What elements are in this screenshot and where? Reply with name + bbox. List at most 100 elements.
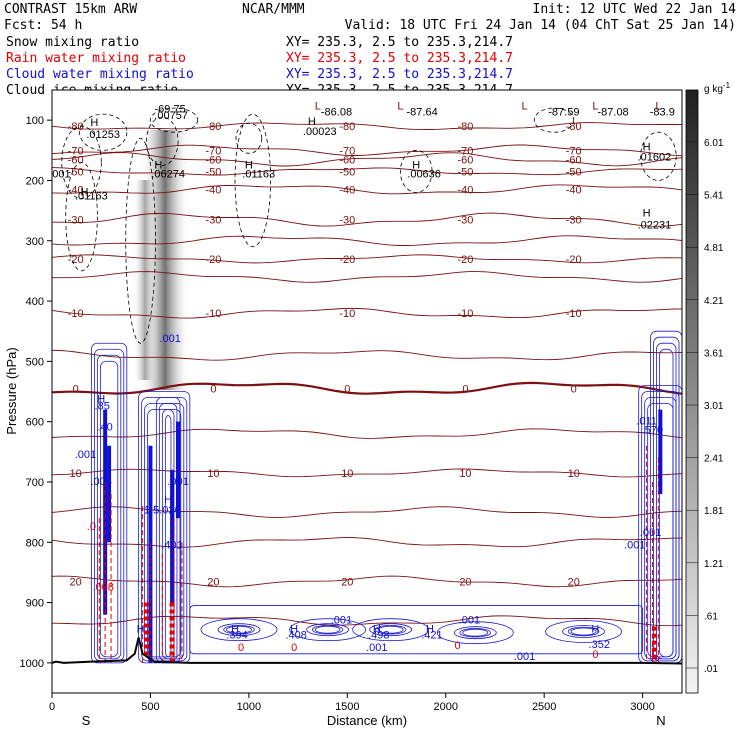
stratus-cell-contour (200, 618, 278, 642)
colorbar-label: 3.61 (704, 348, 724, 359)
x-tick-label: 1500 (335, 701, 359, 713)
extremum-label: -83.9 (650, 106, 675, 118)
field-xy-2: XY= 235.3, 2.5 to 235.3,214.7 (286, 67, 513, 82)
isotherm-line (52, 167, 682, 176)
stratus-cell-contour (377, 625, 404, 634)
extremum-label: H (412, 159, 420, 171)
isotherm-label: -30 (566, 215, 582, 227)
cloud-water-contour (653, 336, 680, 662)
cloud-ice-contour (125, 137, 156, 344)
isotherm-label: -80 (457, 121, 473, 133)
y-tick-label: 200 (26, 175, 44, 187)
stratus-cell-contour (453, 626, 497, 640)
low-marker: L (655, 100, 661, 112)
isotherm-label: 0 (571, 383, 577, 395)
cloud-water-contour (90, 342, 128, 664)
isotherm-line (52, 144, 682, 157)
extremum-label: .570 (642, 425, 663, 437)
fields-legend: Snow mixing ratio XY= 235.3, 2.5 to 235.3… (6, 35, 513, 98)
isotherm-line (52, 349, 682, 361)
cloud-water-contour (99, 360, 119, 658)
isotherm-label: -30 (457, 215, 473, 227)
cloud-water-contours (90, 330, 682, 664)
colorbar-label: 6.01 (704, 138, 724, 149)
extremum-label: .394 (226, 630, 247, 642)
extremum-label: .001 (331, 615, 352, 627)
extrema-labels: H.01253-69.75.00757H.06274H.01163H.00023… (52, 100, 675, 663)
isotherm-label: 0 (210, 383, 216, 395)
valid-time: Valid: 18 UTC Fri 24 Jan 14 (04 ChT Sat … (345, 18, 736, 33)
isotherm-label: -60 (566, 154, 582, 166)
extremum-label: .408 (285, 630, 306, 642)
cloud-ice-contour (640, 131, 677, 181)
cloud-water-contour (96, 354, 122, 660)
isotherm-label: -70 (68, 145, 84, 157)
extremum-label: -87.59 (548, 106, 579, 118)
isotherm-label: -40 (205, 184, 221, 196)
extremum-label: .01163 (242, 168, 275, 180)
field-xy-0: XY= 235.3, 2.5 to 235.3,214.7 (286, 35, 513, 50)
isotherm-line (52, 615, 682, 627)
plot-frame (51, 89, 683, 694)
isotherm-label: 10 (568, 468, 580, 480)
extremum-label: -69.75 (155, 103, 186, 115)
isotherm-line (52, 254, 682, 264)
isotherm-line (52, 506, 682, 518)
cloud-ice-contour (235, 122, 263, 154)
isotherm-label: -60 (457, 154, 473, 166)
isotherm-label: -20 (566, 254, 582, 266)
extremum-label: H (373, 624, 381, 636)
low-marker: L (397, 100, 403, 112)
isotherm-label: -40 (566, 184, 582, 196)
isotherm-label: -60 (68, 154, 84, 166)
model-title: CONTRAST 15km ARW (4, 2, 137, 17)
extremum-label: H (290, 624, 298, 636)
extremum-label: .011 (636, 416, 657, 428)
isotherm-label: -10 (205, 308, 221, 320)
extremum-label: .498 (368, 630, 389, 642)
extremum-label: .001 (624, 539, 645, 551)
extremum-label: H (81, 187, 89, 199)
extremum-label: .001 (159, 333, 180, 345)
extremum-label: .001 (167, 476, 188, 488)
extremum-label: H (245, 159, 253, 171)
y-tick-label: 700 (26, 477, 44, 489)
extremum-label: .01602 (638, 152, 672, 164)
stratus-cell-contour (369, 623, 413, 637)
isotherm-label: -50 (339, 166, 355, 178)
isotherm-label: -20 (205, 254, 221, 266)
isotherm-line (52, 152, 682, 167)
org-title: NCAR/MMM (242, 2, 305, 17)
extremum-label: .00636 (407, 168, 441, 180)
isotherm-line (52, 575, 682, 588)
cloud-ice-contour (533, 107, 575, 133)
stratus-band-outer (189, 605, 644, 655)
isotherm-label: -80 (566, 121, 582, 133)
extremum-label: 0 (455, 640, 461, 652)
extremum-label: .008 (92, 581, 113, 593)
isotherm-label: -70 (339, 145, 355, 157)
isotherm-label: 20 (70, 576, 82, 588)
isotherm-line (52, 271, 682, 283)
low-marker: L (592, 100, 598, 112)
x-tick-label: 500 (141, 701, 159, 713)
colorbar-label: 4.21 (704, 296, 724, 307)
isotherm-label: 10 (341, 468, 353, 480)
extremum-label: H (97, 393, 105, 405)
isotherm-label: -30 (68, 215, 84, 227)
cloud-ice-contour (79, 113, 128, 151)
colorbar-ramp (685, 89, 699, 694)
isotherm-label: 20 (341, 576, 353, 588)
low-marker: L (521, 100, 527, 112)
extremum-label: -86.08 (321, 106, 352, 118)
extremum-label: 0 (592, 649, 598, 661)
colorbar: g kg-1 6.01 5.41 4.81 4.21 3.61 3.01 2.41 1.81 1… (685, 81, 731, 694)
extremum-label: .001 (366, 642, 387, 654)
right-endpoint: N (656, 713, 665, 728)
extremum-label: .401 (161, 539, 182, 551)
stratus-cell-contour (352, 618, 430, 642)
cloud-ice-contour (61, 125, 102, 199)
extremum-label: .00023 (303, 126, 337, 138)
extremum-label: H (137, 624, 145, 636)
